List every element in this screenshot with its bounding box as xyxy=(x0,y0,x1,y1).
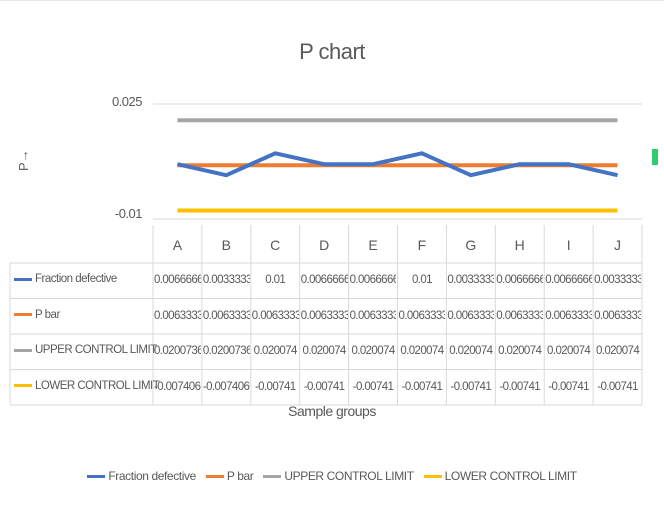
table-row-label: Fraction defective xyxy=(14,273,117,285)
category-label: E xyxy=(368,237,378,253)
table-cell: 0.003333333 xyxy=(447,274,495,286)
table-cell: 0.01 xyxy=(411,274,433,286)
series-name: P bar xyxy=(35,308,60,321)
legend-swatch xyxy=(263,474,282,478)
x-axis-label: Sample groups xyxy=(288,403,376,419)
table-cell: -0.00741 xyxy=(597,380,638,393)
series-name: LOWER CONTROL LIMIT xyxy=(35,379,160,392)
table-cell: -0.00741 xyxy=(548,380,589,393)
edge-accent-marker xyxy=(652,149,658,165)
table-row-label: LOWER CONTROL LIMIT xyxy=(14,379,160,392)
table-cell: -0.00741 xyxy=(450,380,492,393)
table-cell: 0.020074 xyxy=(302,345,347,357)
series-swatch xyxy=(14,384,32,387)
table-cell: 0.006333333 xyxy=(251,309,299,322)
table-cell: 0.006333333 xyxy=(447,309,495,322)
table-cell: 0.006666667 xyxy=(349,274,397,286)
table-cell: -0.00741 xyxy=(303,380,345,393)
table-cell: -0.00741 xyxy=(254,380,296,393)
category-label: A xyxy=(172,237,183,253)
table-cell: -0.007406997 xyxy=(154,380,201,393)
table-cell: 0.006333333 xyxy=(202,309,250,322)
table-cell: 0.020074 xyxy=(400,345,444,357)
category-label: J xyxy=(614,237,622,253)
category-label: G xyxy=(465,237,477,253)
table-cell: 0.006333333 xyxy=(349,309,397,322)
series-name: UPPER CONTROL LIMIT xyxy=(35,344,157,356)
y-tick-label-bottom: -0.01 xyxy=(114,206,143,221)
legend-label: P bar xyxy=(226,469,254,483)
series-swatch xyxy=(14,348,32,352)
category-label: I xyxy=(566,237,571,253)
legend-label: LOWER CONTROL LIMIT xyxy=(444,469,577,483)
table-cell: 0.020074 xyxy=(253,345,298,357)
table-cell: 0.020073663 xyxy=(154,345,201,357)
category-label: D xyxy=(319,237,330,253)
table-cell: 0.01 xyxy=(265,274,286,286)
table-cell: 0.006333333 xyxy=(594,309,641,322)
table-cell: 0.003333333 xyxy=(202,274,250,286)
table-cell: 0.020074 xyxy=(351,345,395,357)
table-cell: 0.006333333 xyxy=(545,309,593,322)
table-cell: 0.006666667 xyxy=(545,274,593,286)
category-label: F xyxy=(417,237,427,253)
table-row-label: UPPER CONTROL LIMIT xyxy=(14,344,157,356)
table-cell: 0.020074 xyxy=(449,345,493,357)
table-cell: -0.00741 xyxy=(352,380,394,393)
table-cell: 0.006666667 xyxy=(300,274,348,286)
table-row-label: P bar xyxy=(14,309,60,321)
table-cell: 0.006666667 xyxy=(496,274,544,286)
table-cell: 0.006666667 xyxy=(154,274,201,286)
table-cell: -0.007406997 xyxy=(202,380,250,393)
table-cell: 0.006333333 xyxy=(300,309,348,322)
category-label: H xyxy=(514,237,525,253)
y-tick-label-top: 0.025 xyxy=(111,94,143,109)
legend-swatch xyxy=(87,474,106,478)
table-cell: 0.006333333 xyxy=(496,309,544,322)
legend-label: Fraction defective xyxy=(108,469,196,483)
legend: Fraction defective P bar UPPER CONTROL LIM… xyxy=(0,469,664,483)
legend-item: UPPER CONTROL LIMIT xyxy=(263,469,414,483)
legend-item: LOWER CONTROL LIMIT xyxy=(423,469,577,483)
table-cell: -0.00741 xyxy=(499,380,541,393)
table-cell: 0.006333333 xyxy=(154,309,201,322)
table-cell: 0.006333333 xyxy=(398,309,446,322)
table-cell: 0.020074 xyxy=(498,345,542,357)
table-cell: 0.003333333 xyxy=(594,274,641,286)
table-cell: -0.00741 xyxy=(401,380,443,393)
category-label: B xyxy=(221,237,231,253)
table-cell: 0.020074 xyxy=(595,345,640,357)
series-swatch xyxy=(14,277,32,281)
series-line-0 xyxy=(176,151,618,178)
series-name: Fraction defective xyxy=(35,273,117,285)
category-label: C xyxy=(270,237,281,253)
legend-label: UPPER CONTROL LIMIT xyxy=(284,469,414,483)
table-cell: 0.020073663 xyxy=(202,345,250,357)
legend-item: Fraction defective xyxy=(87,469,196,483)
table-cell: 0.020074 xyxy=(547,345,591,357)
chart-title: P chart xyxy=(299,39,365,64)
legend-swatch xyxy=(205,474,224,478)
legend-item: P bar xyxy=(205,469,254,483)
series-swatch xyxy=(14,313,32,316)
legend-swatch xyxy=(423,474,442,478)
